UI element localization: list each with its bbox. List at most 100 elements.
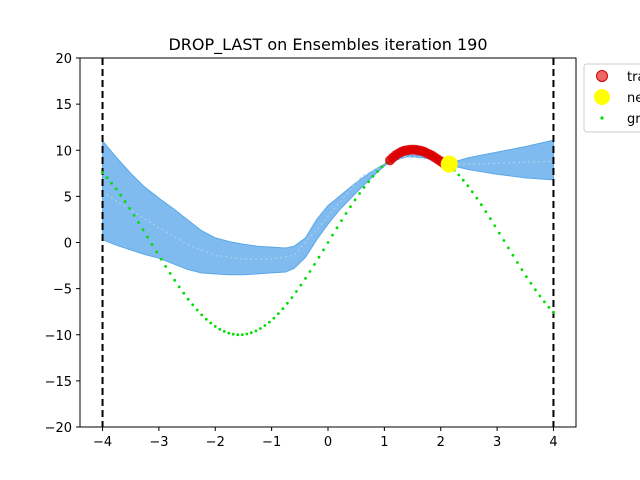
ground-truth-point [159,257,163,261]
legend-box [583,63,640,133]
ground-truth-point [272,316,276,320]
ground-truth-point [141,228,145,232]
mean-prediction-line [102,155,554,260]
ground-truth-point [547,305,551,309]
ground-truth-point [317,255,321,259]
new-point [440,155,458,173]
ground-truth-point [362,186,366,189]
ground-truth-point [497,231,501,235]
ground-truth-point [123,200,127,204]
chart-title: DROP_LAST on Ensembles iteration 190 [168,35,487,55]
y-tick-label: −15 [45,375,72,390]
ground-truth-point [222,330,226,333]
training-points [385,144,449,169]
y-tick-label: 0 [64,237,72,252]
ground-truth-point [534,288,537,292]
y-tick-label: −5 [53,283,72,298]
ground-truth-point [367,180,370,184]
ground-truth-point [227,331,231,335]
ground-truth-point [240,333,244,336]
ground-truth-point [173,278,177,282]
ground-truth-point [164,265,168,268]
ground-truth-point [254,329,258,333]
ground-truth-point [525,275,528,278]
ground-truth-point [128,207,132,210]
x-tick-label: −4 [93,435,112,450]
y-tick-label: 10 [55,144,72,159]
ground-truth-point [236,333,240,337]
ground-truth-point [268,320,271,324]
legend-marker-ground-truth [600,116,604,120]
ground-truth-point [322,248,325,252]
ground-truth-point [304,277,307,280]
ground-truth-point [344,212,348,215]
ground-truth-point [529,281,533,285]
ground-truth-point [155,250,159,254]
ground-truth-point [299,283,303,287]
y-tick-label: 15 [55,98,72,113]
ground-truth-point [186,297,190,301]
legend-marker-new [594,89,610,105]
x-tick-label: 3 [493,435,501,450]
ground-truth-point [461,178,465,182]
ground-truth-point [191,303,195,307]
uncertainty-band [102,139,554,276]
ground-truth-point [484,210,488,214]
ground-truth-point [200,313,204,317]
ground-truth-point [507,246,510,250]
x-tick-label: −1 [262,435,281,450]
ground-truth-point [231,332,235,336]
ground-truth-point [195,308,199,312]
legend: tra ne gr [583,63,640,133]
ground-truth-point [358,192,361,195]
ground-truth-point [105,176,109,180]
legend-label-ground-truth: gr [627,112,640,127]
ground-truth-point [110,181,113,185]
ground-truth-point [457,173,461,177]
ground-truth-point [101,171,104,175]
ground-truth-point [295,290,298,293]
ground-truth-point [263,324,267,327]
ground-truth-point [349,205,352,209]
ground-truth-point [470,190,474,194]
x-tick-label: −2 [206,435,225,450]
y-axis: −20 −15 −10 −5 0 5 10 15 20 [45,52,80,436]
ground-truth-point [308,270,312,273]
legend-marker-train [596,70,608,82]
plot-area [101,58,555,427]
ground-truth-point [245,332,249,336]
y-tick-label: −10 [45,329,72,344]
y-tick-label: 20 [55,52,72,67]
ground-truth-point [132,214,136,217]
ground-truth-point [353,198,357,202]
ground-truth-point [538,294,542,298]
ground-truth-point [290,296,294,299]
ground-truth-point [168,272,172,275]
ground-truth-point [340,219,343,223]
ground-truth-point [335,226,339,230]
ground-truth-point [286,301,289,305]
ground-truth-point [502,239,506,242]
y-tick-label: 5 [64,190,72,205]
x-tick-label: 4 [549,435,557,450]
legend-label-new: ne [627,91,640,106]
ground-truth-point [277,312,280,315]
ground-truth-point [146,235,150,239]
ground-truth-point [380,165,384,169]
y-tick-label: −20 [45,421,72,436]
ground-truth-point [331,233,334,237]
ground-truth-point [182,291,186,295]
ground-truth-point [281,307,285,311]
ground-truth-point [119,193,122,197]
x-tick-label: 1 [380,435,388,450]
ground-truth-point [520,268,524,271]
ground-truth-point [511,253,515,257]
ground-truth-point [313,263,316,266]
x-tick-label: −3 [149,435,168,450]
ground-truth-point [249,331,253,335]
ground-truth-point [488,217,492,221]
ground-truth-point [218,327,222,331]
x-tick-label: 2 [437,435,445,450]
ground-truth-point [213,325,217,328]
